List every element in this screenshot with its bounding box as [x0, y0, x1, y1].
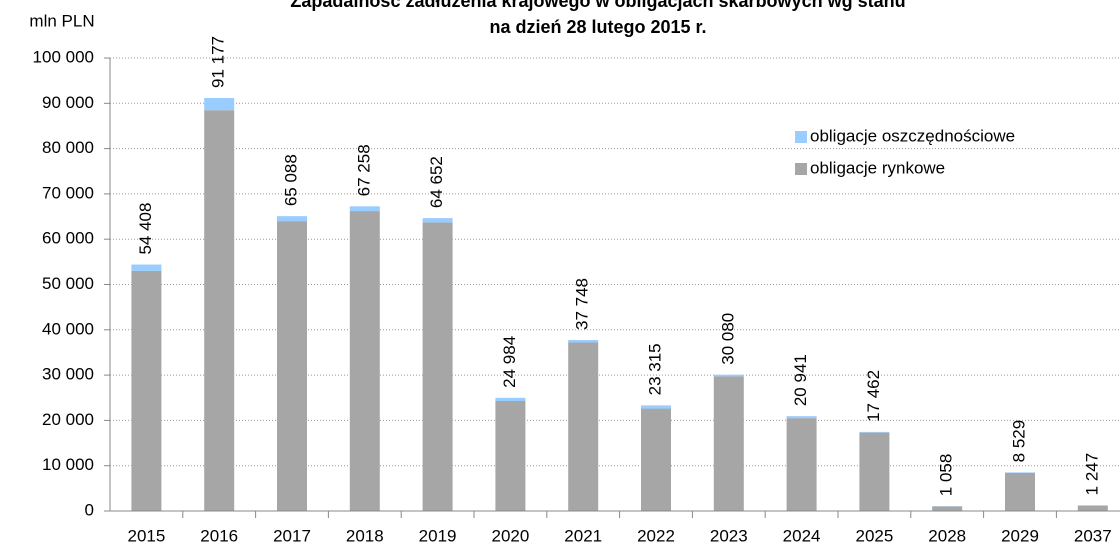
x-tick-label: 2016: [200, 526, 238, 545]
y-tick-label: 50 000: [42, 274, 94, 293]
bar-segment: [277, 216, 307, 222]
bar-segment: [1077, 505, 1108, 511]
x-tick-label: 2025: [855, 526, 893, 545]
y-tick-label: 30 000: [42, 365, 94, 384]
y-tick-label: 80 000: [42, 138, 94, 157]
bar-segment: [859, 431, 890, 433]
bar-segment: [131, 270, 162, 511]
y-tick-label: 90 000: [42, 93, 94, 112]
total-label: 30 080: [718, 313, 737, 365]
total-label: 1 247: [1082, 453, 1101, 496]
total-label: 24 984: [500, 336, 519, 388]
bar-segment: [495, 397, 526, 401]
total-label: 17 462: [864, 370, 883, 422]
total-label: 91 177: [209, 36, 228, 88]
total-label: 64 652: [427, 156, 446, 208]
bar-segment: [568, 342, 599, 511]
legend-label: obligacje oszczędnościowe: [810, 126, 1015, 145]
total-label: 37 748: [573, 278, 592, 330]
x-tick-label: 2021: [564, 526, 602, 545]
bar-segment: [932, 506, 963, 511]
bar-segment: [713, 376, 744, 511]
x-tick-label: 2028: [928, 526, 966, 545]
bar-segment: [641, 408, 671, 511]
y-tick-label: 60 000: [42, 229, 94, 248]
total-label: 1 058: [937, 454, 956, 497]
x-tick-label: 2022: [637, 526, 675, 545]
y-axis-label: mln PLN: [29, 11, 94, 30]
bar-segment: [277, 221, 307, 512]
y-tick-label: 0: [85, 500, 94, 519]
bar-segment: [568, 340, 599, 343]
bar-segment: [204, 97, 235, 111]
total-label: 23 315: [645, 343, 664, 395]
y-tick-label: 20 000: [42, 410, 94, 429]
x-tick-label: 2019: [419, 526, 457, 545]
bar-segment: [786, 416, 817, 419]
bar-segment: [1005, 472, 1035, 473]
x-tick-label: 2017: [273, 526, 311, 545]
chart-title: Zapadalność zadłużenia krajowego w oblig…: [290, 0, 905, 11]
bar-segment: [422, 222, 453, 512]
legend-swatch: [795, 131, 807, 143]
total-label: 8 529: [1009, 420, 1028, 463]
legend-label: obligacje rynkowe: [810, 158, 945, 177]
bar-segment: [1005, 472, 1035, 511]
bar-segment: [349, 206, 380, 212]
total-label: 54 408: [136, 203, 155, 255]
chart-subtitle: na dzień 28 lutego 2015 r.: [489, 17, 706, 37]
bar-segment: [422, 218, 453, 223]
x-tick-label: 2024: [783, 526, 821, 545]
bar-segment: [131, 264, 162, 271]
y-tick-label: 70 000: [42, 183, 94, 202]
bar-segment: [641, 405, 671, 409]
x-tick-label: 2018: [346, 526, 384, 545]
total-label: 65 088: [281, 154, 300, 206]
bar-segment: [859, 432, 890, 511]
x-tick-label: 2020: [491, 526, 529, 545]
y-tick-label: 40 000: [42, 319, 94, 338]
total-label: 20 941: [791, 354, 810, 406]
y-tick-label: 100 000: [33, 47, 94, 66]
x-tick-label: 2015: [127, 526, 165, 545]
bar-segment: [713, 374, 744, 377]
total-label: 67 258: [354, 144, 373, 196]
x-tick-label: 2029: [1001, 526, 1039, 545]
y-tick-label: 10 000: [42, 455, 94, 474]
x-tick-label: 2037: [1074, 526, 1112, 545]
legend-swatch: [795, 163, 807, 175]
x-tick-label: 2023: [710, 526, 748, 545]
bar-segment: [204, 110, 235, 511]
bar-segment: [349, 211, 380, 511]
bar-segment: [495, 400, 526, 511]
bar-segment: [786, 418, 817, 511]
